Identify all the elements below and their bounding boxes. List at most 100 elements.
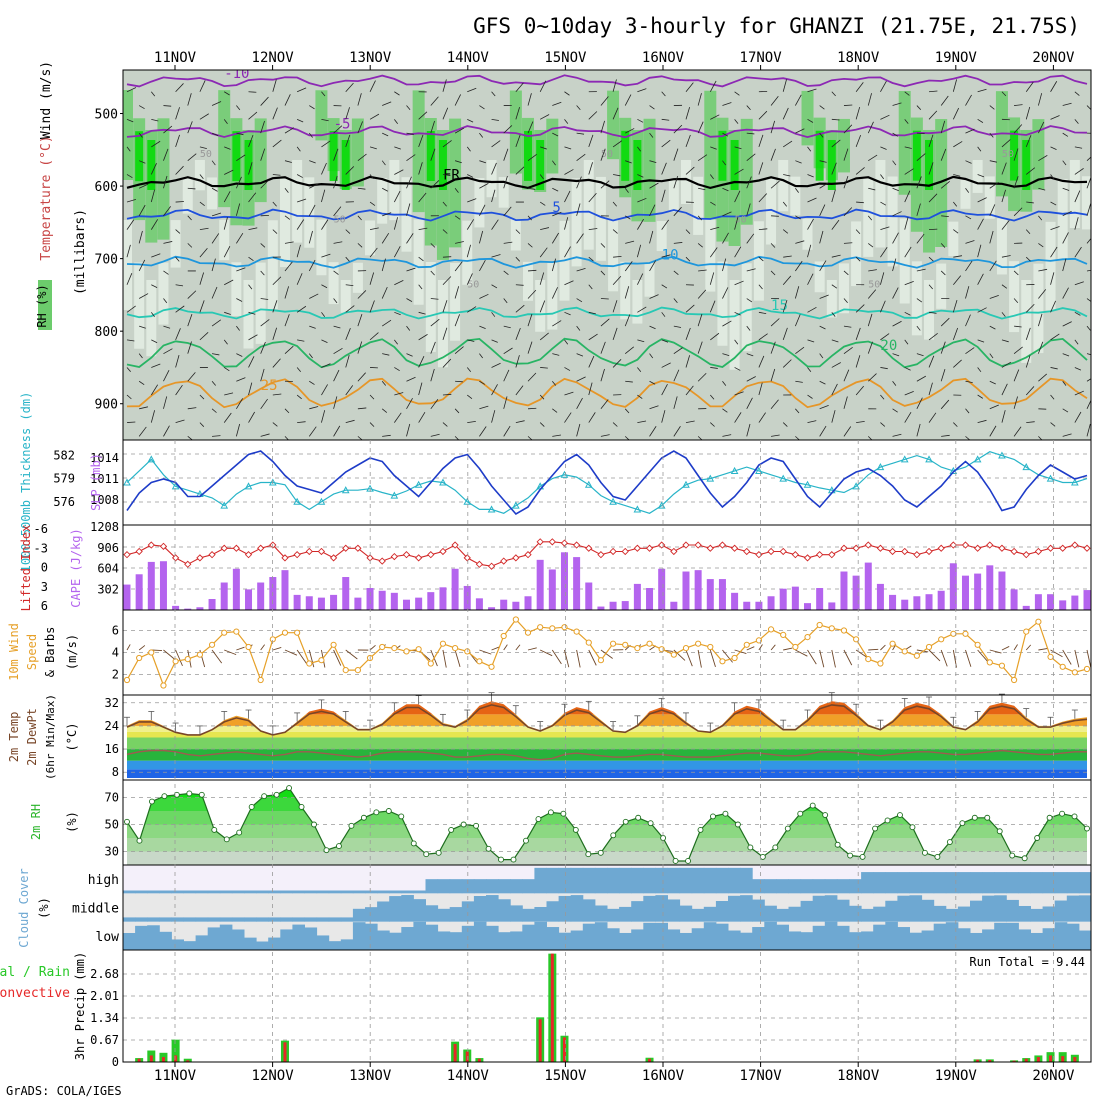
temp-band (127, 701, 1087, 715)
upper-wind-barb (345, 385, 354, 396)
upper-wind-barb (211, 101, 222, 106)
upper-wind-barb (1074, 281, 1084, 286)
cape-bar (901, 599, 909, 610)
upper-wind-barb (977, 174, 985, 178)
upper-wind-barb (1038, 93, 1043, 106)
cloud-low-cell (1006, 922, 1019, 950)
upper-wind-barb (1074, 367, 1082, 371)
upper-wind-barb (770, 434, 780, 437)
upper-wind-barb (539, 300, 546, 313)
upper-wind-barb (211, 408, 217, 413)
upper-wind-barb (308, 204, 316, 217)
wind-barb (807, 649, 817, 665)
upper-wind-barb (333, 369, 340, 382)
rh2m-marker (186, 790, 193, 797)
cloud-middle-cell (377, 901, 390, 922)
wind-speed-marker (707, 643, 714, 651)
upper-wind-barb (1013, 270, 1019, 276)
upper-wind-barb (576, 376, 586, 382)
thickness-marker (1022, 463, 1031, 471)
upper-wind-barb (1062, 287, 1069, 299)
upper-wind-barb (138, 353, 143, 359)
upper-wind-barb (807, 394, 813, 399)
cloud-high-cell (885, 872, 898, 894)
wind-barb (564, 649, 570, 668)
lifted-index-marker (317, 547, 326, 556)
thickness-marker (682, 480, 690, 488)
upper-wind-barb (223, 119, 228, 124)
upper-wind-barb (867, 313, 873, 327)
upper-wind-barb (454, 127, 465, 134)
upper-wind-barb (527, 93, 532, 106)
rh-cell-mid (207, 177, 218, 210)
upper-wind-barb (199, 422, 205, 427)
upper-wind-barb (600, 270, 606, 276)
cloud-high-cell (703, 867, 717, 894)
upper-wind-barb (637, 394, 643, 399)
upper-wind-barb (600, 434, 610, 437)
cloud-low-cell (473, 921, 487, 950)
upper-wind-barb (308, 259, 316, 272)
wind-barb (1001, 646, 1010, 651)
upper-wind-barb (1025, 327, 1031, 341)
upper-wind-barb (1074, 411, 1082, 423)
wind-barb (977, 649, 989, 663)
upper-wind-barb (916, 132, 925, 135)
cloud-middle-cell (594, 905, 608, 922)
rh2m-marker (847, 852, 854, 859)
rh2m-marker (348, 822, 355, 829)
upper-wind-barb (782, 300, 788, 313)
upper-wind-barb (710, 422, 715, 427)
wind-barb (831, 649, 836, 668)
rh-cell-mid (960, 178, 971, 209)
upper-wind-barb (309, 183, 319, 189)
upper-wind-barb (625, 380, 633, 383)
upper-wind-barb (515, 82, 524, 93)
upper-wind-barb (1050, 272, 1055, 285)
upper-wind-barb (272, 79, 277, 92)
cloud-low-cell (1054, 922, 1068, 950)
cloud-low-cell (994, 922, 1007, 950)
upper-wind-barb (564, 367, 571, 371)
upper-wind-barb (199, 174, 204, 180)
wind-speed-marker (634, 645, 641, 652)
upper-wind-barb (479, 204, 486, 217)
lifted-index-marker (1071, 541, 1079, 549)
cape-bar (974, 573, 982, 610)
rh-cell-mid (304, 177, 315, 248)
upper-wind-barb (576, 325, 581, 331)
upper-wind-barb (187, 407, 197, 410)
cape-bar (731, 592, 739, 610)
precip-tick-label: 0 (112, 1055, 119, 1069)
upper-wind-barb (381, 408, 388, 413)
upper-wind-barb (138, 105, 145, 110)
cloud-middle-cell (268, 917, 281, 922)
upper-wind-barb (527, 407, 537, 410)
wind-speed-marker (865, 656, 872, 663)
cape-bar (475, 598, 483, 610)
upper-wind-barb (746, 233, 755, 244)
upper-wind-barb (551, 258, 557, 272)
upper-wind-barb (965, 314, 971, 327)
wind-barb (928, 649, 941, 662)
temperature-contour (126, 306, 1088, 320)
upper-wind-barb (150, 189, 156, 203)
upper-wind-barb (223, 412, 232, 423)
upper-wind-barb (1038, 341, 1044, 354)
upper-wind-barb (394, 367, 400, 372)
upper-wind-barb (576, 153, 586, 162)
upper-wind-barb (260, 148, 266, 161)
upper-wind-barb (977, 273, 984, 285)
wind-speed-marker (743, 641, 750, 648)
upper-wind-barb (637, 174, 644, 178)
upper-wind-barb (624, 346, 635, 354)
upper-wind-barb (1038, 187, 1046, 191)
upper-wind-barb (211, 160, 216, 166)
wind-speed-marker (1071, 669, 1078, 676)
upper-wind-barb (479, 405, 489, 410)
upper-wind-barb (746, 132, 755, 135)
wind-speed-marker (391, 645, 398, 652)
upper-wind-barb (296, 394, 302, 400)
date-label-bottom: 11NOV (154, 1068, 197, 1084)
rh-cell-mid (899, 218, 910, 304)
